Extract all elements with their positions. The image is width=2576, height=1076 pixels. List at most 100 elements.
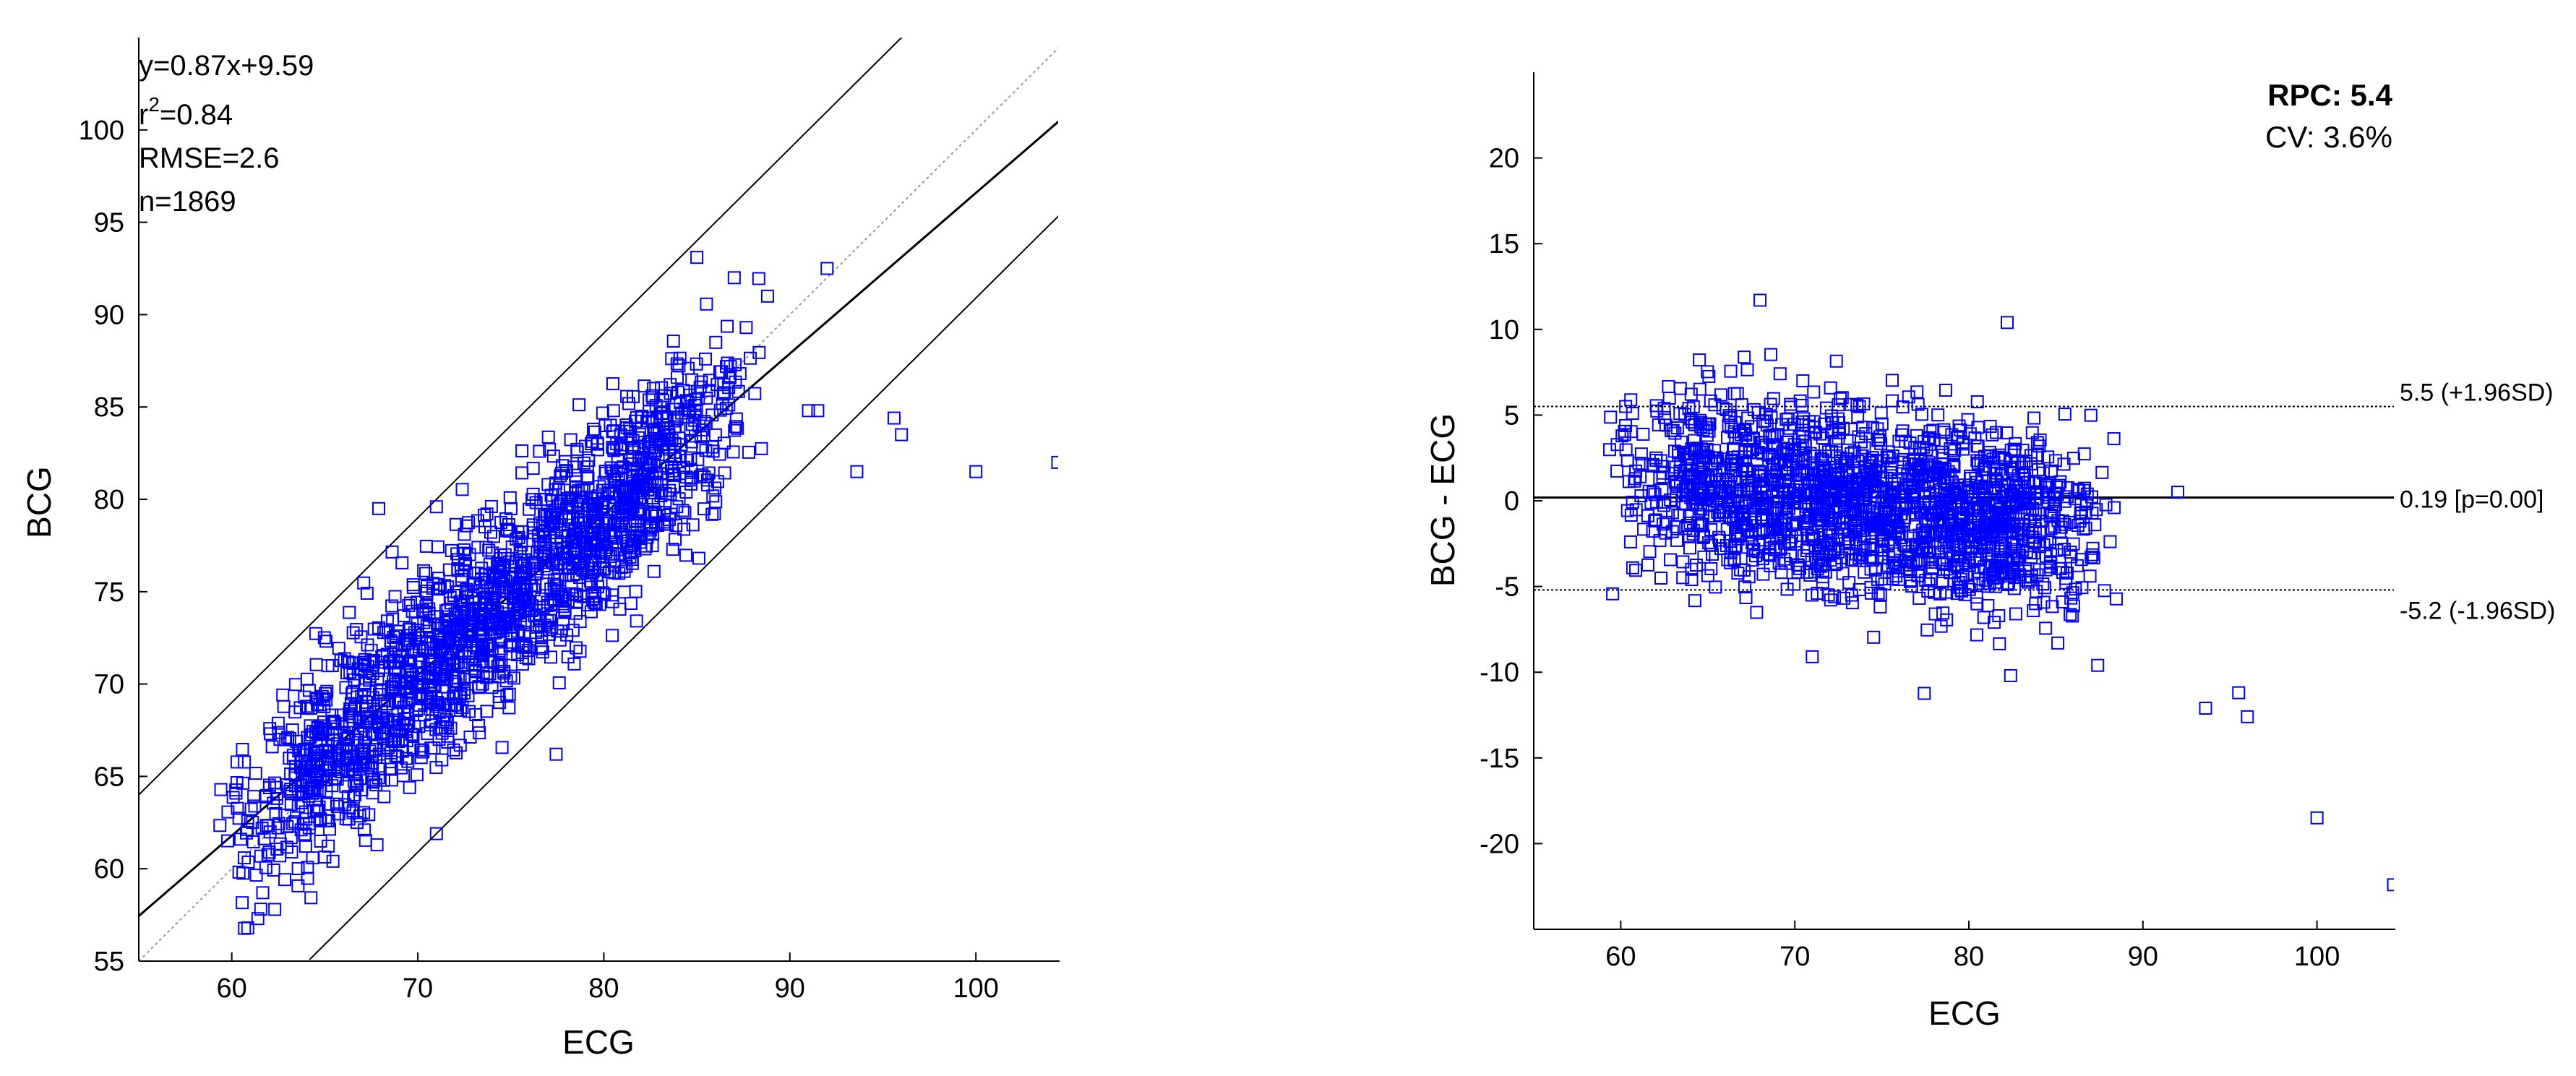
data-point — [1814, 452, 1828, 465]
data-point — [238, 755, 252, 769]
data-point — [2040, 535, 2054, 548]
data-point — [1688, 594, 1701, 608]
data-point — [1903, 436, 1917, 449]
data-point — [267, 776, 281, 790]
data-point — [2025, 426, 2039, 439]
data-point — [1796, 374, 1810, 387]
data-point — [1807, 415, 1821, 429]
right-y-tick-label: 15 — [1489, 229, 1519, 259]
data-point — [424, 689, 437, 703]
data-point — [1773, 367, 1787, 381]
data-point — [1743, 446, 1756, 460]
data-point — [2041, 450, 2055, 464]
data-point — [1618, 424, 1631, 438]
data-point — [1971, 456, 1985, 470]
data-point — [1835, 391, 1849, 405]
data-point — [546, 556, 559, 569]
data-point — [2087, 551, 2100, 565]
data-point — [1961, 413, 1975, 426]
data-point — [270, 842, 284, 856]
left-x-tick-label: 60 — [217, 973, 247, 1004]
data-point — [516, 569, 530, 582]
data-point — [2077, 447, 2091, 461]
data-point — [1667, 444, 1681, 458]
data-point — [1945, 428, 1959, 442]
data-point — [664, 378, 677, 392]
data-point — [606, 595, 619, 608]
bland-altman-points — [1603, 293, 2394, 892]
data-point — [1664, 553, 1678, 567]
data-point — [2058, 517, 2071, 531]
data-point — [238, 851, 252, 865]
data-point — [1823, 522, 1837, 536]
data-point — [1994, 539, 2008, 553]
data-point — [221, 805, 235, 819]
data-point — [480, 638, 494, 652]
data-point — [1747, 403, 1761, 416]
data-point — [1971, 439, 1985, 453]
data-point — [2025, 551, 2038, 564]
data-point — [497, 581, 511, 595]
data-point — [1826, 426, 1839, 439]
data-point — [2016, 444, 2030, 457]
data-point — [1986, 528, 2000, 542]
data-point — [1649, 399, 1663, 413]
data-point — [569, 468, 583, 482]
data-point — [473, 628, 486, 642]
data-point — [1685, 573, 1699, 587]
data-point — [713, 447, 726, 461]
data-point — [1751, 446, 1765, 460]
data-point — [315, 726, 329, 739]
data-point — [431, 540, 445, 554]
data-point — [1770, 466, 1784, 480]
data-point — [543, 614, 557, 627]
data-point — [1606, 587, 1620, 601]
data-point — [1987, 462, 2001, 476]
data-point — [557, 546, 570, 560]
data-point — [1866, 554, 1880, 567]
data-point — [695, 423, 709, 436]
data-point — [1845, 423, 1858, 436]
data-point — [2012, 558, 2025, 572]
data-point — [1964, 516, 1978, 530]
data-point — [473, 726, 486, 740]
data-point — [570, 442, 584, 456]
data-point — [457, 598, 471, 612]
data-point — [285, 723, 299, 737]
data-point — [411, 676, 424, 689]
data-point — [606, 535, 619, 549]
data-point — [570, 641, 583, 655]
data-point — [1941, 472, 1955, 486]
data-point — [1738, 350, 1751, 364]
data-point — [2033, 433, 2047, 447]
data-point — [1697, 550, 1711, 564]
data-point — [1871, 572, 1884, 586]
data-point — [424, 671, 437, 684]
data-point — [681, 454, 695, 468]
data-point — [1938, 462, 1952, 476]
data-point — [413, 640, 426, 654]
data-point — [2030, 568, 2044, 582]
data-point — [400, 734, 413, 748]
data-point — [1828, 543, 1842, 556]
data-point — [1875, 417, 1889, 431]
data-point — [486, 601, 500, 614]
data-point — [664, 487, 677, 501]
data-point — [356, 719, 370, 733]
data-point — [1819, 565, 1832, 579]
data-point — [2027, 604, 2040, 618]
data-point — [1610, 464, 1624, 478]
data-point — [1738, 580, 1752, 594]
data-point — [1670, 489, 1683, 503]
data-point — [249, 869, 263, 882]
data-point — [1673, 464, 1687, 478]
data-point — [322, 839, 335, 853]
data-point — [262, 845, 276, 859]
data-point — [1959, 554, 1972, 567]
data-point — [404, 654, 418, 668]
data-point — [314, 719, 327, 733]
data-point — [1924, 507, 1938, 520]
data-point — [284, 798, 298, 812]
data-point — [457, 543, 471, 556]
data-point — [664, 460, 678, 473]
